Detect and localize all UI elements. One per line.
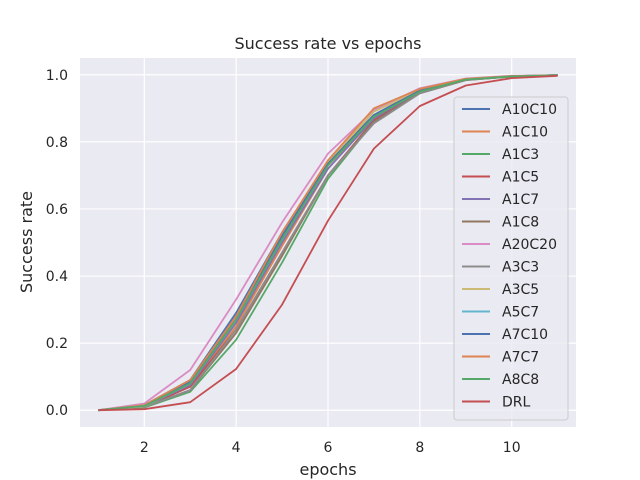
y-tick-label: 0.6 <box>46 202 68 218</box>
series-line-a8c8 <box>98 74 558 412</box>
legend-label: A5C7 <box>502 305 539 321</box>
x-tick-label: 6 <box>324 440 333 456</box>
x-ticks: 2 4 6 8 10 <box>140 440 521 456</box>
x-tick-label: 10 <box>503 440 521 456</box>
legend-label: A10C10 <box>502 102 557 118</box>
legend-label: A1C5 <box>502 170 539 186</box>
legend-label: A3C3 <box>502 260 539 276</box>
legend-label: A20C20 <box>502 237 557 253</box>
x-tick-label: 2 <box>140 440 149 456</box>
legend-label: A1C8 <box>502 215 539 231</box>
chart-title: Success rate vs epochs <box>234 34 421 53</box>
legend-box <box>453 96 569 421</box>
legend-label: A7C10 <box>502 327 548 343</box>
x-tick-label: 8 <box>415 440 424 456</box>
y-tick-label: 0.2 <box>46 336 68 352</box>
y-ticks: 0.0 0.2 0.4 0.6 0.8 1.0 <box>46 68 68 419</box>
y-tick-label: 0.4 <box>46 269 68 285</box>
legend-label: DRL <box>502 395 531 411</box>
legend-label: A8C8 <box>502 372 539 388</box>
legend-label: A1C3 <box>502 147 539 163</box>
legend-label: A1C10 <box>502 125 548 141</box>
x-tick-label: 4 <box>232 440 241 456</box>
series-line-drl <box>98 74 558 412</box>
y-tick-label: 0.8 <box>46 135 68 151</box>
x-axis-label: epochs <box>299 460 356 479</box>
legend-label: A3C5 <box>502 282 539 298</box>
legend: A10C10 A1C10 A1C3 A1C5 A1C7 A1C8 A20C20 A3C3 A3C… <box>453 96 569 421</box>
y-tick-label: 0.0 <box>46 403 68 419</box>
y-axis-label: Success rate <box>17 191 36 293</box>
y-tick-label: 1.0 <box>46 68 68 84</box>
legend-label: A1C7 <box>502 192 539 208</box>
legend-label: A7C7 <box>502 350 539 366</box>
series-group <box>98 74 558 412</box>
